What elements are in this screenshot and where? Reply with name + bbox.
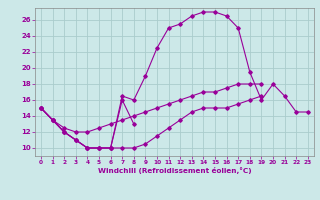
X-axis label: Windchill (Refroidissement éolien,°C): Windchill (Refroidissement éolien,°C)	[98, 167, 251, 174]
